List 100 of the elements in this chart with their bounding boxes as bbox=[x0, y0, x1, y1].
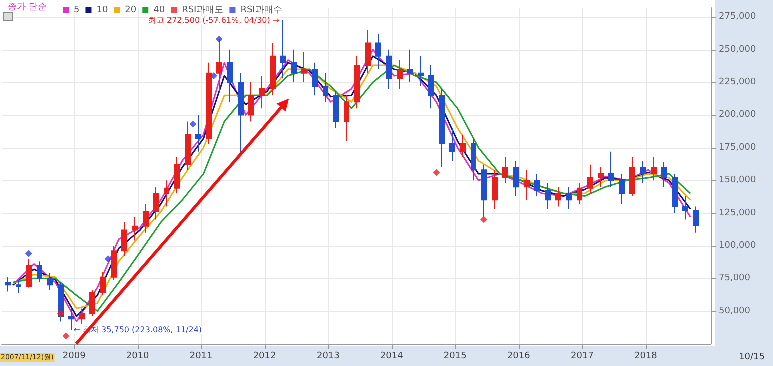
candlestick bbox=[492, 170, 498, 210]
candlestick bbox=[238, 72, 244, 155]
candlestick bbox=[312, 62, 318, 96]
legend-label: 20 bbox=[125, 6, 137, 16]
candlestick bbox=[682, 196, 688, 220]
y-tick-label: 275,000 bbox=[719, 12, 756, 22]
x-tick-label: 2017 bbox=[571, 352, 594, 362]
candlestick bbox=[227, 49, 233, 103]
point bbox=[480, 216, 488, 224]
candlestick bbox=[513, 160, 519, 197]
candlestick bbox=[651, 156, 657, 182]
point bbox=[57, 310, 64, 318]
legend-title: 종가 단순 bbox=[8, 2, 47, 12]
legend-label: RSI과매도 bbox=[182, 6, 224, 16]
y-tick-label: 175,000 bbox=[719, 142, 756, 153]
x-tick-label: 2009 bbox=[62, 352, 86, 362]
legend-label: RSI과매수 bbox=[240, 6, 282, 16]
candlestick bbox=[47, 272, 53, 291]
candlestick bbox=[174, 156, 180, 194]
candlestick bbox=[555, 186, 561, 208]
y-tick-label: 250,000 bbox=[719, 44, 756, 55]
x-tick-label: 2018 bbox=[634, 352, 658, 362]
candlestick bbox=[121, 222, 127, 257]
candlestick bbox=[629, 156, 635, 197]
candlestick bbox=[672, 174, 678, 214]
candlestick bbox=[344, 95, 349, 142]
candlestick bbox=[449, 128, 455, 162]
x-tick-label: 2011 bbox=[190, 352, 213, 362]
candlestick bbox=[37, 261, 42, 284]
y-tick-label: 75,000 bbox=[719, 274, 751, 284]
candlestick bbox=[100, 272, 106, 296]
point bbox=[25, 250, 32, 258]
candlestick bbox=[185, 121, 191, 171]
candlestick bbox=[407, 49, 413, 84]
candlestick bbox=[5, 276, 11, 292]
y-tick-label: 125,000 bbox=[719, 208, 756, 218]
candlestick bbox=[280, 20, 286, 80]
candlestick bbox=[132, 216, 138, 242]
x-tick-label: 2014 bbox=[380, 352, 404, 362]
candlestick bbox=[524, 170, 530, 201]
candlestick bbox=[587, 164, 593, 194]
candlestick bbox=[418, 56, 424, 87]
candlestick bbox=[693, 206, 699, 234]
legend-label: 10 bbox=[96, 6, 108, 16]
candlestick bbox=[153, 186, 159, 220]
candlestick bbox=[248, 82, 254, 122]
candlestick bbox=[397, 60, 403, 90]
candlestick bbox=[111, 245, 117, 280]
candlestick bbox=[619, 174, 625, 205]
candlestick bbox=[428, 65, 434, 110]
candlestick bbox=[89, 290, 95, 318]
candlestick bbox=[545, 182, 551, 210]
candlestick bbox=[26, 258, 32, 288]
candlestick bbox=[164, 180, 169, 208]
candlestick bbox=[206, 62, 212, 144]
candlestick bbox=[661, 162, 667, 188]
y-tick-label: 200,000 bbox=[719, 110, 756, 120]
candlestick bbox=[534, 174, 540, 197]
x-tick-label: 2012 bbox=[253, 352, 276, 362]
candlestick bbox=[79, 308, 85, 325]
candlestick bbox=[301, 52, 307, 84]
candlestick bbox=[259, 75, 265, 110]
x-tick-label: 2016 bbox=[507, 352, 531, 362]
candlestick bbox=[386, 49, 392, 90]
candlestick bbox=[291, 49, 297, 84]
y-tick-label: 100,000 bbox=[719, 240, 756, 251]
y-tick-label: 50,000 bbox=[719, 306, 751, 316]
candlestick bbox=[333, 91, 339, 129]
candlestick bbox=[640, 160, 646, 184]
candlestick bbox=[16, 279, 21, 294]
x-tick-label: 2013 bbox=[316, 352, 340, 362]
candlestick bbox=[365, 30, 371, 74]
annotation: 최고 272,500 (-57.61%, 04/30) → bbox=[148, 16, 280, 25]
candlestick bbox=[323, 72, 328, 103]
candlestick bbox=[608, 151, 614, 188]
candlestick bbox=[68, 308, 74, 330]
point bbox=[62, 332, 70, 340]
candlestick bbox=[270, 42, 276, 96]
candlestick bbox=[143, 204, 149, 234]
x-tick-label: 2010 bbox=[126, 352, 150, 362]
candlestick bbox=[375, 34, 381, 70]
x-tick-label: 2015 bbox=[444, 352, 467, 362]
y-tick-label: 150,000 bbox=[719, 176, 756, 186]
candlestick bbox=[354, 56, 360, 110]
candlestick bbox=[577, 182, 582, 205]
text: 10/15 bbox=[739, 352, 765, 362]
candlestick bbox=[502, 156, 508, 184]
point bbox=[104, 256, 112, 263]
candlestick bbox=[566, 186, 572, 210]
point bbox=[210, 72, 218, 80]
candlestick bbox=[439, 88, 445, 168]
point bbox=[216, 36, 223, 43]
y-tick-label: 225,000 bbox=[719, 78, 756, 88]
point bbox=[433, 169, 440, 176]
legend-label: 5 bbox=[74, 6, 80, 16]
candlestick bbox=[598, 167, 604, 188]
candlestick bbox=[195, 114, 201, 152]
point bbox=[190, 120, 197, 128]
candlestick bbox=[471, 138, 476, 182]
candlestick bbox=[460, 134, 466, 158]
